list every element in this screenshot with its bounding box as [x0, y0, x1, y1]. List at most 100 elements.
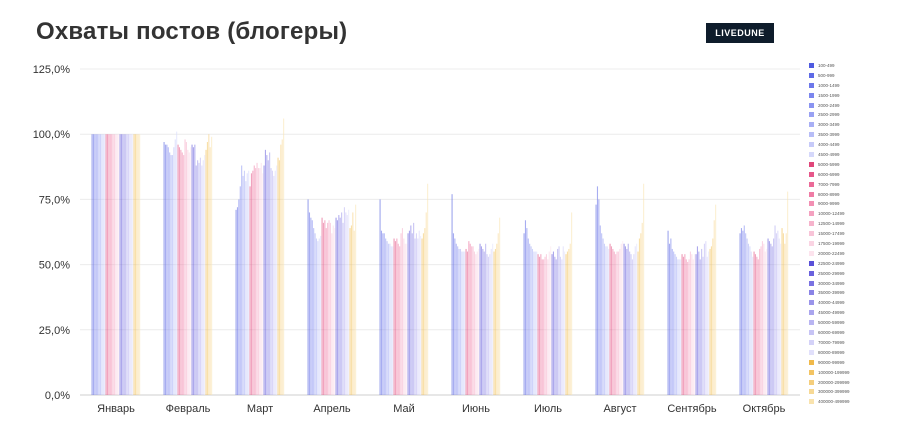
bar [487, 256, 489, 395]
legend-item[interactable]: 2500-2999 [809, 110, 899, 120]
legend-label: 90000-99999 [818, 359, 845, 365]
legend-item[interactable]: 2000-2499 [809, 101, 899, 111]
bar [171, 155, 174, 395]
bar [413, 222, 415, 395]
legend-item[interactable]: 15000-17499 [809, 229, 899, 239]
bar [759, 248, 761, 395]
bar [465, 248, 467, 395]
bar [534, 251, 536, 395]
bar [259, 168, 261, 395]
legend-swatch [809, 92, 814, 98]
legend-swatch [809, 369, 814, 375]
bar [417, 238, 419, 395]
bar [479, 243, 481, 395]
bar [638, 238, 640, 395]
bar [627, 243, 629, 395]
legend-item[interactable]: 500-999 [809, 71, 899, 81]
legend-swatch [809, 72, 814, 78]
legend-label: 35000-39999 [818, 290, 845, 296]
legend-item[interactable]: 22500-24999 [809, 259, 899, 269]
bar [180, 149, 182, 395]
bar [757, 259, 759, 395]
bar [702, 256, 704, 395]
legend-item[interactable]: 100-499 [809, 61, 899, 71]
bar [565, 254, 567, 395]
legend-item[interactable]: 20000-22499 [809, 249, 899, 259]
legend-item[interactable]: 35000-39999 [809, 288, 899, 298]
bar [606, 246, 608, 395]
legend-item[interactable]: 25000-29999 [809, 269, 899, 279]
legend-item[interactable]: 30000-34999 [809, 279, 899, 289]
bar [410, 225, 412, 395]
legend-item[interactable]: 6000-6999 [809, 170, 899, 180]
legend-item[interactable]: 10000-12499 [809, 209, 899, 219]
bar [250, 173, 253, 395]
legend-swatch [809, 241, 814, 247]
bar [163, 142, 165, 395]
legend-item[interactable]: 50000-59999 [809, 318, 899, 328]
legend-item[interactable]: 70000-79999 [809, 338, 899, 348]
legend-label: 400000-499999 [818, 399, 850, 405]
legend-item[interactable]: 17500-19999 [809, 239, 899, 249]
bar [452, 233, 455, 395]
legend-item[interactable]: 8000-8999 [809, 190, 899, 200]
bar [348, 209, 350, 395]
legend-label: 5000-5999 [818, 161, 840, 167]
bar [317, 241, 319, 395]
legend-item[interactable]: 1500-1999 [809, 91, 899, 101]
bar [104, 134, 106, 395]
legend-swatch [809, 142, 814, 148]
legend-item[interactable]: 1000-1499 [809, 81, 899, 91]
legend-item[interactable]: 4500-4999 [809, 150, 899, 160]
bar [396, 238, 398, 395]
bar [537, 254, 539, 395]
bar [205, 149, 207, 395]
legend-item[interactable]: 60000-69999 [809, 328, 899, 338]
bar [202, 160, 204, 395]
bar [176, 131, 178, 395]
bar [208, 134, 210, 395]
bar [276, 165, 278, 395]
bar [643, 183, 645, 395]
bar [132, 134, 134, 395]
legend-item[interactable]: 200000-299999 [809, 378, 899, 388]
legend-label: 200000-299999 [818, 379, 850, 385]
legend-item[interactable]: 3000-3499 [809, 120, 899, 130]
bar [774, 225, 776, 395]
legend-item[interactable]: 3500-3999 [809, 130, 899, 140]
bar [566, 251, 568, 395]
legend-item[interactable]: 80000-89999 [809, 348, 899, 358]
legend-item[interactable]: 7000-7999 [809, 180, 899, 190]
legend-item[interactable]: 90000-99999 [809, 358, 899, 368]
x-tick-label: Июль [534, 403, 562, 415]
legend-item[interactable]: 45000-49999 [809, 308, 899, 318]
bar [715, 204, 717, 395]
bar [770, 243, 772, 395]
legend-item[interactable]: 9000-9999 [809, 199, 899, 209]
bar [406, 243, 408, 395]
bar [164, 144, 167, 395]
legend-item[interactable]: 400000-499999 [809, 397, 899, 407]
legend-item[interactable]: 5000-5999 [809, 160, 899, 170]
bar [346, 215, 348, 395]
legend-label: 3500-3999 [818, 132, 840, 138]
legend-swatch [809, 152, 814, 158]
bar [315, 238, 318, 395]
bar [322, 222, 325, 395]
bar [111, 134, 113, 395]
bar [555, 259, 557, 395]
legend-item[interactable]: 12500-14999 [809, 219, 899, 229]
legend-item[interactable]: 4000-4499 [809, 140, 899, 150]
legend-label: 100-499 [818, 63, 835, 68]
legend-item[interactable]: 100000-199999 [809, 368, 899, 378]
legend-swatch [809, 330, 814, 336]
chart-bars [91, 118, 789, 396]
legend-label: 60000-69999 [818, 330, 845, 336]
bar [243, 170, 246, 395]
legend-item[interactable]: 300000-399999 [809, 387, 899, 397]
bar [478, 248, 480, 395]
bar [668, 243, 671, 395]
legend-item[interactable]: 40000-44999 [809, 298, 899, 308]
legend-swatch [809, 270, 814, 276]
bar [313, 228, 315, 395]
